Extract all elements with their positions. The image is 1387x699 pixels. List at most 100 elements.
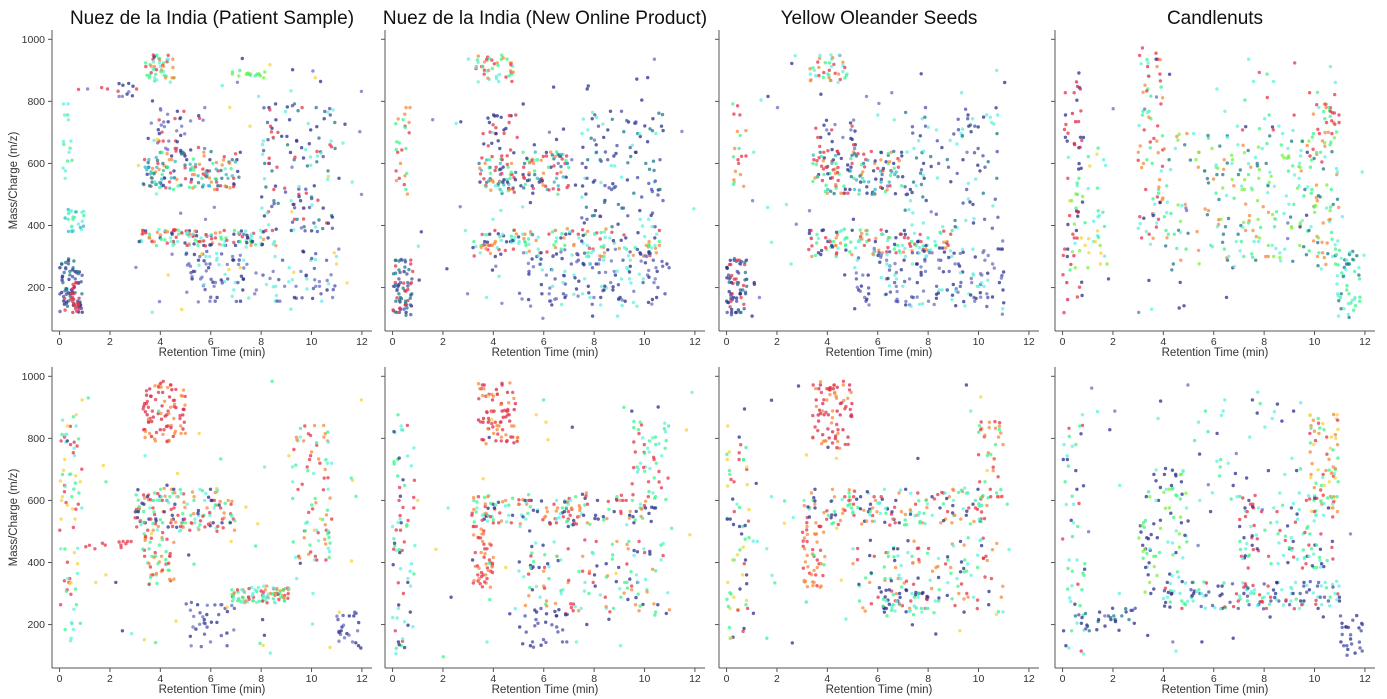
data-point xyxy=(612,186,616,190)
data-point xyxy=(566,524,570,529)
data-point xyxy=(174,149,178,153)
data-point xyxy=(163,494,167,498)
data-point xyxy=(1292,113,1296,117)
y-tick-label: 600 xyxy=(27,158,45,170)
data-point xyxy=(153,550,157,555)
data-point xyxy=(70,275,75,279)
data-point xyxy=(657,480,661,484)
data-point xyxy=(500,158,504,162)
data-point xyxy=(504,498,508,503)
data-point xyxy=(784,202,789,207)
data-point xyxy=(608,610,612,614)
data-point xyxy=(475,506,479,510)
data-point xyxy=(144,64,148,69)
data-point xyxy=(592,249,596,253)
data-point xyxy=(680,129,684,134)
data-point xyxy=(541,637,546,642)
data-point xyxy=(729,636,733,640)
data-point xyxy=(842,398,846,403)
data-point xyxy=(142,554,147,558)
data-point xyxy=(209,180,213,184)
data-point xyxy=(920,302,925,306)
data-point xyxy=(395,287,399,292)
data-point xyxy=(916,576,920,580)
data-point xyxy=(158,428,162,432)
data-point xyxy=(525,178,530,183)
data-point xyxy=(941,270,946,274)
data-point xyxy=(490,141,494,145)
data-point xyxy=(1073,241,1077,245)
data-point xyxy=(487,68,491,73)
data-point xyxy=(233,152,238,156)
x-tick-label: 12 xyxy=(689,673,701,685)
data-point xyxy=(244,505,248,509)
data-point xyxy=(1194,158,1198,162)
data-point xyxy=(541,171,546,175)
data-point xyxy=(889,579,893,583)
data-point xyxy=(193,162,198,167)
scatter-points xyxy=(391,53,696,320)
data-point xyxy=(1145,64,1150,69)
data-point xyxy=(1063,113,1068,117)
data-point xyxy=(129,632,134,636)
x-tick-label: 2 xyxy=(440,673,446,685)
data-point xyxy=(637,539,641,544)
data-point xyxy=(877,248,881,252)
data-point xyxy=(70,295,75,300)
data-point xyxy=(143,538,147,543)
data-point xyxy=(289,307,293,311)
data-point xyxy=(295,576,299,581)
data-point xyxy=(1066,176,1070,180)
data-point xyxy=(309,550,313,554)
data-point xyxy=(1065,280,1069,285)
data-point xyxy=(839,191,843,195)
data-point xyxy=(805,585,810,589)
data-point xyxy=(983,575,987,579)
data-point xyxy=(501,232,505,236)
data-point xyxy=(770,573,774,578)
data-point xyxy=(876,253,880,258)
data-point xyxy=(167,180,172,184)
data-point xyxy=(745,467,749,472)
data-point xyxy=(940,288,944,292)
data-point xyxy=(486,427,490,431)
data-point xyxy=(1230,177,1234,182)
data-point xyxy=(947,269,951,274)
data-point xyxy=(884,292,888,296)
data-point xyxy=(148,575,153,580)
data-point xyxy=(606,499,610,504)
data-point xyxy=(183,521,187,525)
data-point xyxy=(1258,225,1263,230)
data-point xyxy=(603,183,607,188)
data-point xyxy=(873,239,878,244)
data-point xyxy=(652,57,657,61)
data-point xyxy=(63,176,67,180)
data-point xyxy=(402,281,406,285)
data-point xyxy=(896,554,900,558)
data-point xyxy=(214,180,219,184)
data-point xyxy=(204,232,208,237)
data-point xyxy=(652,168,656,173)
data-point xyxy=(847,388,852,392)
data-point xyxy=(208,640,213,644)
data-point xyxy=(275,586,279,591)
data-point xyxy=(402,182,406,187)
data-point xyxy=(728,258,732,262)
data-point xyxy=(175,177,179,182)
data-point xyxy=(499,238,503,243)
data-point xyxy=(486,394,490,398)
data-point xyxy=(1140,46,1145,50)
data-point xyxy=(1195,229,1199,234)
data-point xyxy=(1216,166,1220,170)
data-point xyxy=(208,299,212,303)
data-point xyxy=(883,506,888,511)
data-point xyxy=(818,56,822,60)
data-point xyxy=(843,508,847,513)
data-point xyxy=(636,428,641,432)
data-point xyxy=(909,304,913,308)
data-point xyxy=(809,228,813,233)
data-point xyxy=(547,576,551,581)
data-point xyxy=(265,584,269,588)
data-point xyxy=(894,277,899,281)
data-point xyxy=(173,502,177,506)
